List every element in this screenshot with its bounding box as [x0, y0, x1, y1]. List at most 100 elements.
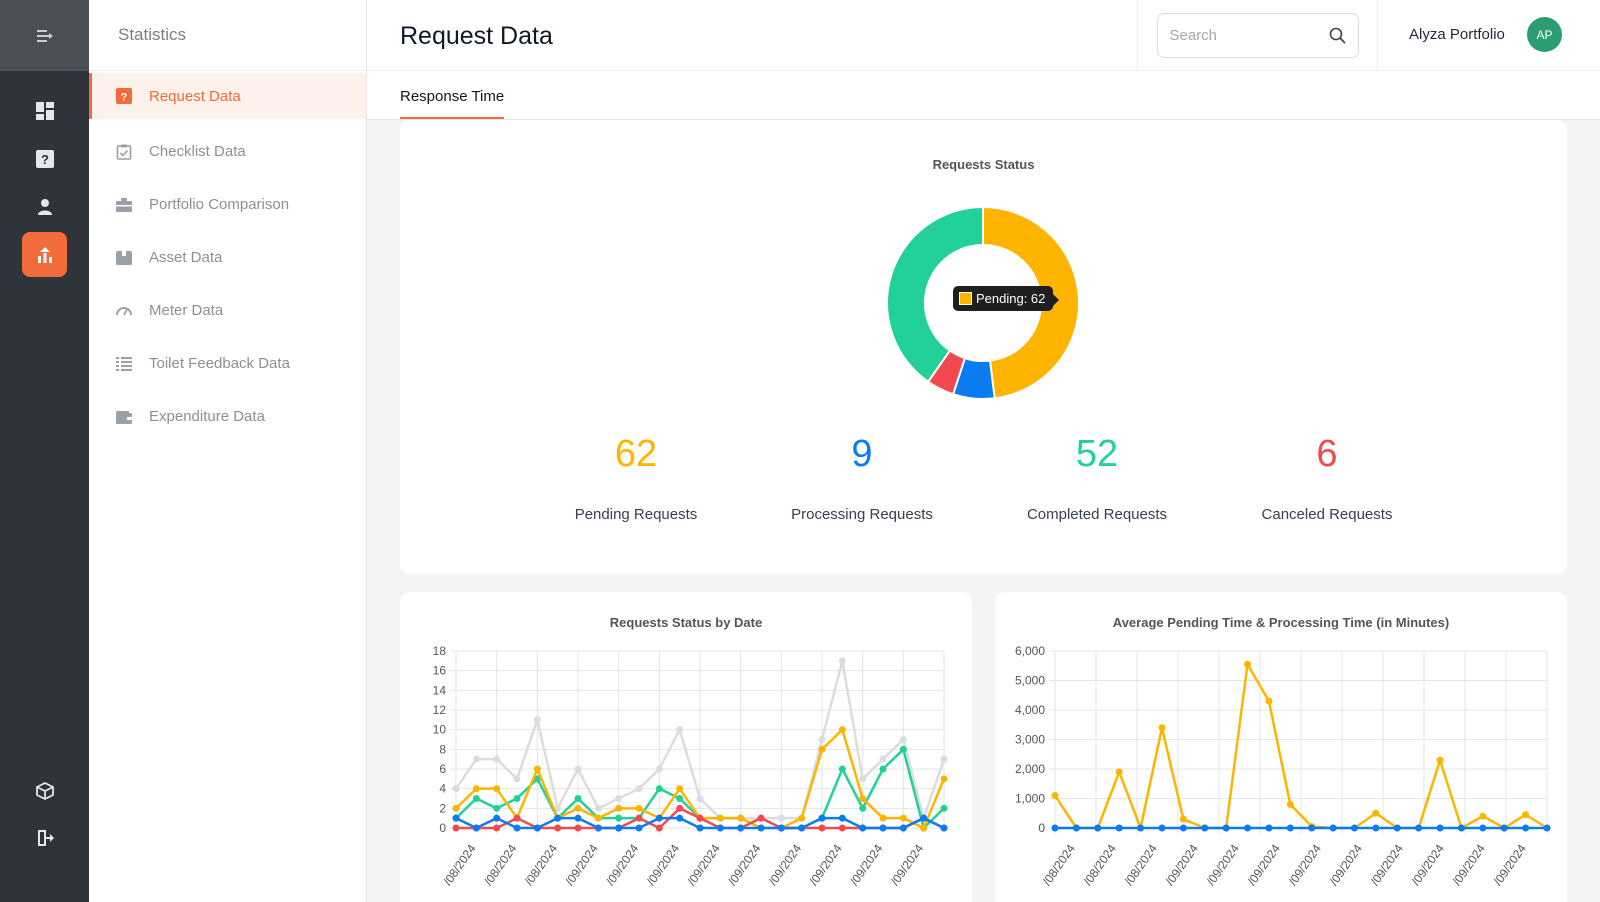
data-point[interactable]: [1158, 724, 1166, 732]
data-point[interactable]: [493, 785, 501, 793]
data-point[interactable]: [533, 775, 541, 783]
data-point[interactable]: [533, 765, 541, 773]
tab-response-time[interactable]: Response Time: [400, 88, 505, 119]
data-point[interactable]: [1222, 824, 1230, 832]
data-point[interactable]: [1094, 824, 1102, 832]
data-point[interactable]: [1051, 824, 1059, 832]
data-point[interactable]: [920, 814, 928, 822]
data-point[interactable]: [920, 824, 928, 832]
data-point[interactable]: [472, 785, 480, 793]
data-point[interactable]: [554, 824, 562, 832]
nav-item-asset-data[interactable]: Asset Data: [89, 231, 366, 284]
avatar[interactable]: AP: [1527, 17, 1562, 52]
data-point[interactable]: [635, 804, 643, 812]
data-point[interactable]: [818, 814, 826, 822]
nav-item-meter-data[interactable]: Meter Data: [89, 284, 366, 337]
data-point[interactable]: [655, 814, 663, 822]
data-point[interactable]: [1393, 824, 1401, 832]
data-point[interactable]: [1286, 824, 1294, 832]
data-point[interactable]: [676, 785, 684, 793]
data-point[interactable]: [1244, 660, 1252, 668]
data-point[interactable]: [635, 814, 643, 822]
data-point[interactable]: [940, 775, 948, 783]
data-point[interactable]: [615, 795, 623, 802]
data-point[interactable]: [533, 716, 541, 724]
data-point[interactable]: [1457, 824, 1465, 832]
data-point[interactable]: [1522, 811, 1530, 819]
data-point[interactable]: [1158, 824, 1166, 832]
data-point[interactable]: [737, 824, 745, 832]
data-point[interactable]: [859, 824, 867, 832]
data-point[interactable]: [1436, 824, 1444, 832]
data-point[interactable]: [737, 814, 745, 822]
data-point[interactable]: [574, 804, 582, 812]
data-point[interactable]: [1308, 824, 1316, 832]
data-point[interactable]: [798, 814, 806, 822]
data-point[interactable]: [1522, 824, 1530, 832]
data-point[interactable]: [1051, 792, 1059, 800]
data-point[interactable]: [635, 785, 643, 793]
data-point[interactable]: [472, 755, 480, 763]
data-point[interactable]: [696, 795, 704, 802]
data-point[interactable]: [1415, 824, 1423, 832]
data-point[interactable]: [615, 814, 623, 822]
data-point[interactable]: [594, 824, 602, 832]
data-point[interactable]: [594, 814, 602, 822]
data-point[interactable]: [452, 814, 460, 822]
rail-users-button[interactable]: [22, 184, 67, 229]
data-point[interactable]: [655, 785, 663, 793]
data-point[interactable]: [1179, 824, 1187, 832]
data-point[interactable]: [1372, 809, 1380, 817]
data-point[interactable]: [940, 804, 948, 812]
data-point[interactable]: [676, 814, 684, 822]
nav-item-checklist-data[interactable]: Checklist Data: [89, 125, 366, 178]
data-point[interactable]: [716, 814, 724, 822]
data-point[interactable]: [554, 814, 562, 822]
data-point[interactable]: [1286, 800, 1294, 808]
data-point[interactable]: [777, 824, 785, 832]
data-point[interactable]: [513, 824, 521, 832]
rail-requests-button[interactable]: ?: [22, 136, 67, 181]
data-point[interactable]: [554, 804, 562, 812]
data-point[interactable]: [757, 824, 765, 832]
data-point[interactable]: [452, 804, 460, 812]
data-point[interactable]: [1072, 824, 1080, 832]
data-point[interactable]: [493, 814, 501, 822]
data-point[interactable]: [838, 726, 846, 734]
data-point[interactable]: [696, 824, 704, 832]
nav-item-request-data[interactable]: ? Request Data: [89, 73, 366, 119]
data-point[interactable]: [696, 814, 704, 822]
data-point[interactable]: [838, 657, 846, 665]
data-point[interactable]: [838, 765, 846, 773]
data-point[interactable]: [777, 814, 785, 822]
data-point[interactable]: [513, 814, 521, 822]
data-point[interactable]: [615, 804, 623, 812]
data-point[interactable]: [452, 824, 460, 832]
data-point[interactable]: [818, 745, 826, 753]
data-point[interactable]: [859, 795, 867, 802]
data-point[interactable]: [493, 755, 501, 763]
data-point[interactable]: [1350, 824, 1358, 832]
data-point[interactable]: [879, 755, 887, 763]
search-icon[interactable]: [1329, 27, 1346, 44]
rail-statistics-button[interactable]: [22, 232, 67, 277]
data-point[interactable]: [635, 824, 643, 832]
data-point[interactable]: [574, 824, 582, 832]
data-point[interactable]: [1372, 824, 1380, 832]
data-point[interactable]: [533, 824, 541, 832]
data-point[interactable]: [493, 804, 501, 812]
data-point[interactable]: [1436, 756, 1444, 764]
data-point[interactable]: [838, 824, 846, 832]
donut-slice-completed[interactable]: [886, 205, 984, 384]
data-point[interactable]: [1201, 824, 1209, 832]
data-point[interactable]: [1500, 824, 1508, 832]
data-point[interactable]: [879, 814, 887, 822]
data-point[interactable]: [676, 804, 684, 812]
data-point[interactable]: [1115, 768, 1123, 776]
data-point[interactable]: [676, 795, 684, 802]
data-point[interactable]: [838, 814, 846, 822]
data-point[interactable]: [1479, 812, 1487, 820]
data-point[interactable]: [818, 736, 826, 743]
nav-item-expenditure-data[interactable]: Expenditure Data: [89, 390, 366, 443]
data-point[interactable]: [1543, 824, 1551, 832]
